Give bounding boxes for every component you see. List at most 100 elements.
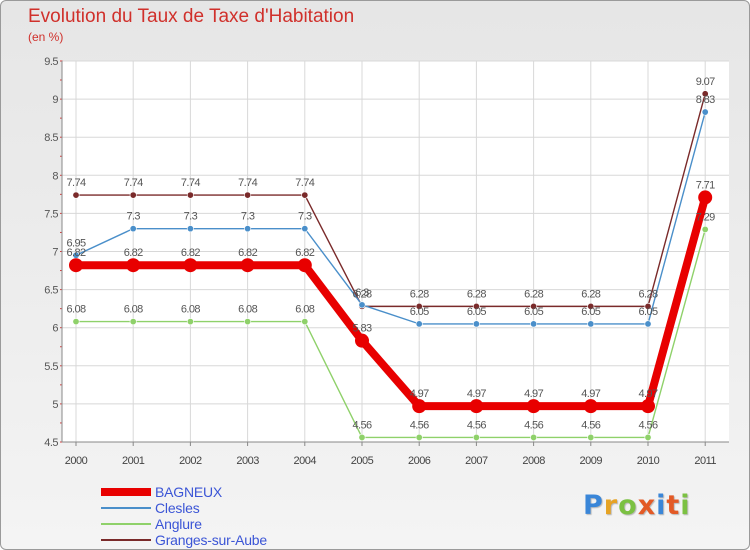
x-tick-label: 2009 bbox=[580, 455, 603, 467]
data-label: 7.74 bbox=[66, 177, 85, 189]
data-point bbox=[301, 225, 309, 233]
data-point bbox=[129, 225, 137, 233]
data-label: 6.95 bbox=[66, 237, 85, 249]
data-label: 6.28 bbox=[524, 288, 543, 300]
x-tick-label: 2005 bbox=[351, 455, 374, 467]
y-tick-label: 8 bbox=[52, 170, 58, 182]
data-point bbox=[186, 191, 194, 199]
data-label: 6.08 bbox=[124, 304, 143, 316]
data-label: 4.56 bbox=[410, 419, 429, 431]
data-label: 8.83 bbox=[696, 94, 715, 106]
legend-item: BAGNEUX bbox=[101, 484, 361, 500]
data-label: 6.82 bbox=[181, 247, 200, 259]
x-tick-label: 2004 bbox=[294, 455, 317, 467]
data-point bbox=[469, 399, 484, 414]
data-label: 5.83 bbox=[352, 323, 371, 335]
chart-title: Evolution du Taux de Taxe d'Habitation bbox=[28, 6, 355, 27]
data-point bbox=[698, 190, 713, 205]
data-point bbox=[587, 320, 595, 328]
data-label: 6.05 bbox=[581, 306, 600, 318]
data-label: 6.82 bbox=[124, 247, 143, 259]
data-point bbox=[183, 258, 198, 273]
data-label: 4.97 bbox=[410, 388, 429, 400]
y-tick-label: 7 bbox=[52, 247, 58, 259]
data-label: 6.82 bbox=[295, 247, 314, 259]
data-label: 4.97 bbox=[581, 388, 600, 400]
y-tick-label: 4.5 bbox=[44, 437, 58, 449]
data-label: 6.28 bbox=[467, 288, 486, 300]
data-label: 7.74 bbox=[124, 177, 143, 189]
data-point bbox=[644, 302, 652, 310]
data-label: 7.74 bbox=[238, 177, 257, 189]
data-point bbox=[126, 258, 141, 273]
data-label: 7.3 bbox=[298, 211, 312, 223]
data-label: 6.08 bbox=[66, 304, 85, 316]
data-point bbox=[526, 399, 541, 414]
data-point bbox=[701, 108, 709, 116]
data-point bbox=[415, 433, 423, 441]
data-point bbox=[587, 433, 595, 441]
data-label: 4.97 bbox=[467, 388, 486, 400]
data-point bbox=[240, 258, 255, 273]
y-tick-label: 8.5 bbox=[44, 132, 58, 144]
data-label: 6.82 bbox=[66, 247, 85, 259]
data-point bbox=[701, 225, 709, 233]
x-tick-label: 2006 bbox=[408, 455, 431, 467]
legend-item: Clesles bbox=[101, 500, 361, 516]
data-point bbox=[186, 225, 194, 233]
chart-unit-label: (en %) bbox=[28, 30, 64, 44]
y-tick-label: 7.5 bbox=[44, 208, 58, 220]
data-label: 7.74 bbox=[295, 177, 314, 189]
data-label: 7.71 bbox=[696, 179, 715, 191]
data-point bbox=[530, 302, 538, 310]
data-point bbox=[412, 399, 427, 414]
legend-swatch bbox=[101, 523, 151, 525]
data-point bbox=[472, 320, 480, 328]
data-point bbox=[472, 433, 480, 441]
data-label: 4.56 bbox=[467, 419, 486, 431]
data-label: 9.07 bbox=[696, 76, 715, 88]
data-point bbox=[129, 191, 137, 199]
data-point bbox=[355, 333, 369, 348]
data-point bbox=[186, 318, 194, 326]
data-point bbox=[244, 318, 252, 326]
data-point bbox=[644, 433, 652, 441]
data-point bbox=[644, 320, 652, 328]
y-tick-label: 6 bbox=[52, 323, 58, 335]
data-point bbox=[244, 191, 252, 199]
legend-label: BAGNEUX bbox=[155, 484, 223, 500]
data-point bbox=[701, 90, 709, 98]
data-label: 6.28 bbox=[352, 288, 371, 300]
data-label: 6.28 bbox=[638, 288, 657, 300]
y-tick-label: 6.5 bbox=[44, 285, 58, 297]
legend-label: Clesles bbox=[155, 500, 200, 516]
data-label: 7.3 bbox=[184, 211, 198, 223]
data-label: 4.56 bbox=[581, 419, 600, 431]
data-point bbox=[69, 258, 83, 273]
legend-item: Granges-sur-Aube bbox=[101, 532, 361, 548]
y-tick-label: 9 bbox=[52, 94, 58, 106]
data-point bbox=[358, 433, 366, 441]
data-label: 6.08 bbox=[181, 304, 200, 316]
chart-legend: BAGNEUX Clesles Anglure Granges-sur-Aube bbox=[101, 484, 361, 548]
data-label: 6.05 bbox=[467, 306, 486, 318]
series-line bbox=[72, 193, 710, 411]
data-point bbox=[587, 302, 595, 310]
data-label: 6.05 bbox=[524, 306, 543, 318]
legend-label: Granges-sur-Aube bbox=[155, 532, 267, 548]
data-label: 4.56 bbox=[638, 419, 657, 431]
series-line bbox=[75, 228, 706, 439]
legend-swatch bbox=[101, 507, 151, 509]
data-point bbox=[530, 433, 538, 441]
data-label: 7.3 bbox=[241, 211, 255, 223]
x-tick-label: 2007 bbox=[465, 455, 488, 467]
data-label: 6.3 bbox=[355, 287, 369, 299]
data-point bbox=[244, 225, 252, 233]
data-label: 6.28 bbox=[581, 288, 600, 300]
data-point bbox=[297, 258, 312, 273]
legend-swatch bbox=[101, 539, 151, 541]
legend-item: Anglure bbox=[101, 516, 361, 532]
data-point bbox=[129, 318, 137, 326]
data-label: 7.74 bbox=[181, 177, 200, 189]
